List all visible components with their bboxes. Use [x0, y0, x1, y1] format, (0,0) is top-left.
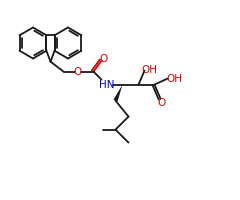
Polygon shape — [114, 85, 122, 101]
Text: OH: OH — [167, 74, 182, 84]
Text: OH: OH — [142, 65, 157, 75]
Text: HN: HN — [99, 80, 114, 90]
Text: O: O — [157, 98, 166, 108]
Text: O: O — [99, 54, 108, 64]
Text: O: O — [73, 67, 82, 77]
